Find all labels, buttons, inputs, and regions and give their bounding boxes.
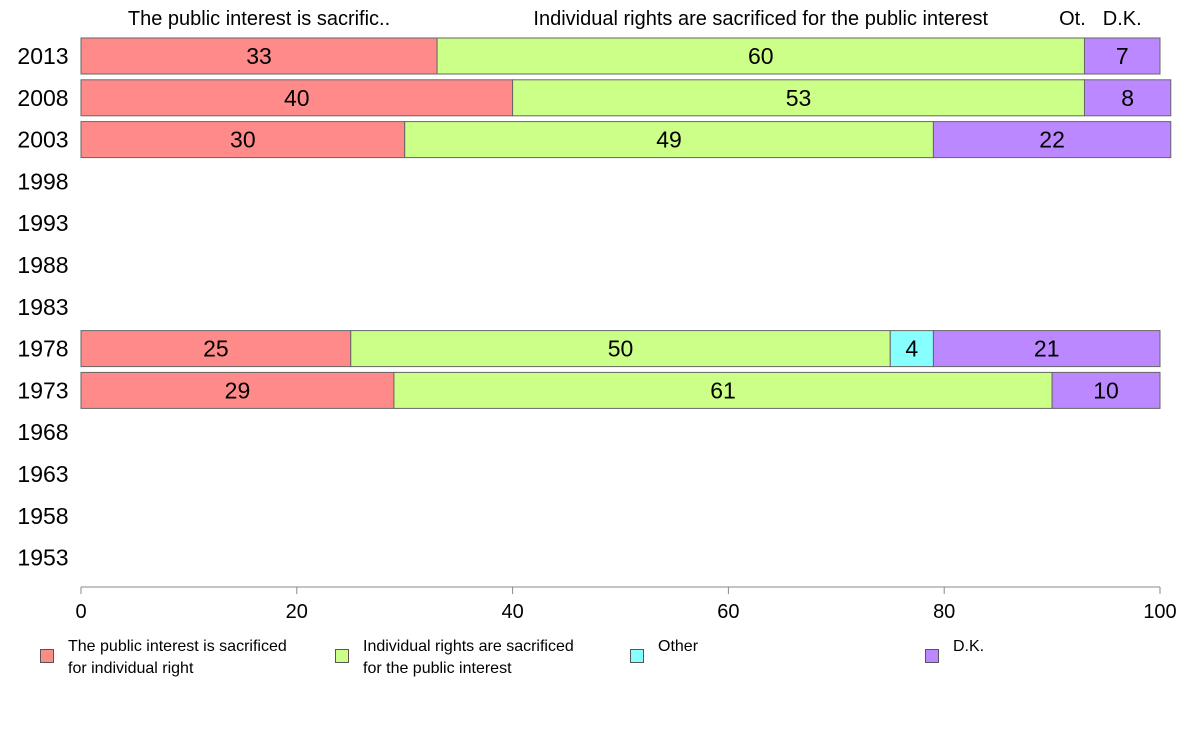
bar-segment [80,121,406,159]
bar-segment [1051,371,1161,409]
legend-swatch [40,649,54,663]
bar-segment [889,330,934,368]
data-label: 25 [203,336,229,362]
data-label: 53 [786,85,812,111]
legend-swatch [630,649,644,663]
data-label: 10 [1093,377,1119,403]
x-tick-label: 100 [1143,601,1176,623]
bar-segment [1083,79,1172,117]
series-header-label: Ot. [1059,8,1086,30]
category-label: 1993 [17,210,68,236]
bar-segment [932,330,1161,368]
x-tick-label: 0 [75,601,86,623]
bar-segment [1083,37,1161,75]
legend-label: Individual rights are sacrificed for the… [363,638,574,677]
x-tick-label: 20 [286,601,308,623]
x-tick-label: 80 [933,601,955,623]
category-label: 2008 [17,85,68,111]
legend-item-other: Other [630,636,698,663]
stacked-bar-chart: The public interest is sacrific.. Individ… [17,8,1176,623]
bar-segment [932,121,1172,159]
data-label: 8 [1121,85,1134,111]
legend: The public interest is sacrificed for in… [0,636,1188,686]
series-header-label: The public interest is sacrific.. [128,8,390,30]
category-label: 2003 [17,127,68,153]
x-tick-label: 40 [501,601,523,623]
legend-swatch [335,649,349,663]
data-label: 7 [1116,43,1129,69]
series-header-label: D.K. [1103,8,1142,30]
category-label: 1953 [17,545,68,571]
data-label: 60 [748,43,774,69]
data-label: 40 [284,85,310,111]
category-label: 1963 [17,461,68,487]
legend-item-public-interest: The public interest is sacrificed for in… [40,636,287,680]
category-label: 1978 [17,336,68,362]
x-tick-label: 60 [717,601,739,623]
category-label: 1998 [17,168,68,194]
data-label: 22 [1039,127,1065,153]
bar-segment [80,79,514,117]
series-header-label: Individual rights are sacrificed for the… [533,8,988,30]
category-label: 1958 [17,503,68,529]
bar-segment [80,371,395,409]
category-label: 1988 [17,252,68,278]
data-label: 49 [656,127,682,153]
data-label: 4 [905,336,918,362]
category-label: 1973 [17,377,68,403]
legend-label: D.K. [953,638,985,655]
legend-item-dk: D.K. [925,636,984,663]
bar-segment [512,79,1085,117]
data-label: 61 [710,377,736,403]
bar-segment [80,330,352,368]
category-label: 2013 [17,43,68,69]
data-label: 29 [225,377,251,403]
legend-item-individual-rights: Individual rights are sacrificed for the… [335,636,574,680]
legend-label: Other [658,638,699,655]
data-label: 30 [230,127,256,153]
bar-segment [404,121,934,159]
category-label: 1968 [17,419,68,445]
legend-swatch [925,649,939,663]
data-label: 50 [608,336,634,362]
category-label: 1983 [17,294,68,320]
data-label: 21 [1034,336,1060,362]
bar-segment [436,37,1085,75]
data-label: 33 [246,43,272,69]
legend-label: The public interest is sacrificed for in… [68,638,287,677]
bar-segment [80,37,438,75]
